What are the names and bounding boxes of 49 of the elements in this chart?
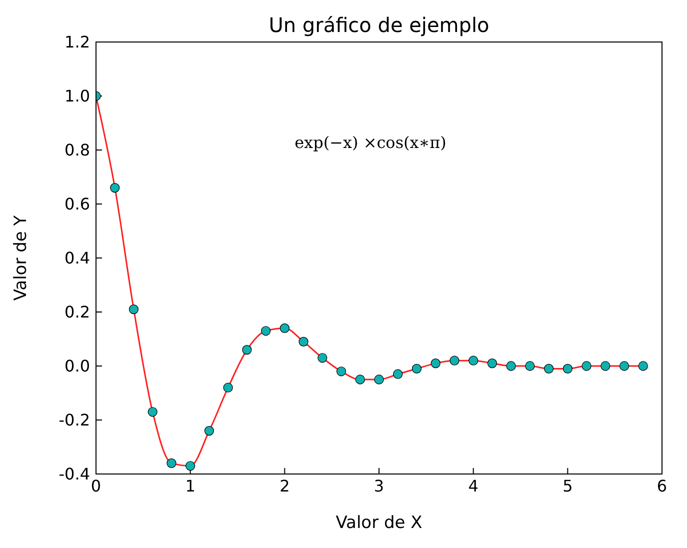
x-axis-title: Valor de X — [336, 513, 423, 533]
x-tick-label: 2 — [280, 476, 290, 496]
y-tick-label: 1.0 — [64, 86, 90, 106]
point — [562, 364, 572, 374]
point — [412, 364, 422, 374]
y-tick-label: 0.6 — [64, 194, 90, 214]
point — [544, 364, 554, 374]
x-tick-label: 4 — [468, 476, 478, 496]
y-axis-title: Valor de Y — [11, 214, 32, 301]
point — [355, 374, 365, 384]
point — [619, 361, 630, 371]
point — [430, 358, 440, 368]
point — [298, 336, 308, 347]
point — [166, 458, 176, 468]
point — [336, 366, 346, 376]
point — [110, 182, 120, 193]
point — [186, 461, 196, 471]
x-tick-label: 3 — [374, 476, 384, 496]
point — [487, 358, 498, 368]
point — [128, 304, 139, 314]
point — [242, 344, 252, 355]
point — [582, 361, 592, 371]
point — [148, 407, 158, 417]
y-tick-label: 0.2 — [64, 302, 90, 322]
annotation: exp(−x) ×cos(x∗π) — [294, 132, 446, 152]
point — [204, 426, 214, 436]
x-tick-label: 0 — [90, 476, 102, 496]
y-tick-label: -0.2 — [58, 410, 90, 430]
point — [260, 326, 271, 336]
x-tick-label: 6 — [656, 476, 668, 496]
point — [318, 353, 328, 363]
point — [525, 361, 535, 371]
point — [450, 356, 460, 366]
point — [468, 356, 478, 366]
point — [223, 382, 233, 392]
point — [280, 323, 290, 334]
y-tick-label: -0.4 — [58, 464, 90, 484]
point — [600, 361, 610, 371]
x-tick-label: 1 — [185, 476, 196, 496]
point — [638, 361, 648, 371]
y-tick-label: 0.8 — [64, 140, 90, 160]
point — [374, 374, 384, 384]
chart-title: Un gráfico de ejemplo — [268, 13, 490, 37]
y-tick-label: 0.0 — [64, 356, 90, 376]
point — [393, 369, 403, 379]
y-tick-label: 1.2 — [64, 32, 90, 52]
point — [506, 361, 516, 371]
y-tick-label: 0.4 — [64, 248, 90, 268]
x-tick-label: 5 — [562, 476, 573, 496]
